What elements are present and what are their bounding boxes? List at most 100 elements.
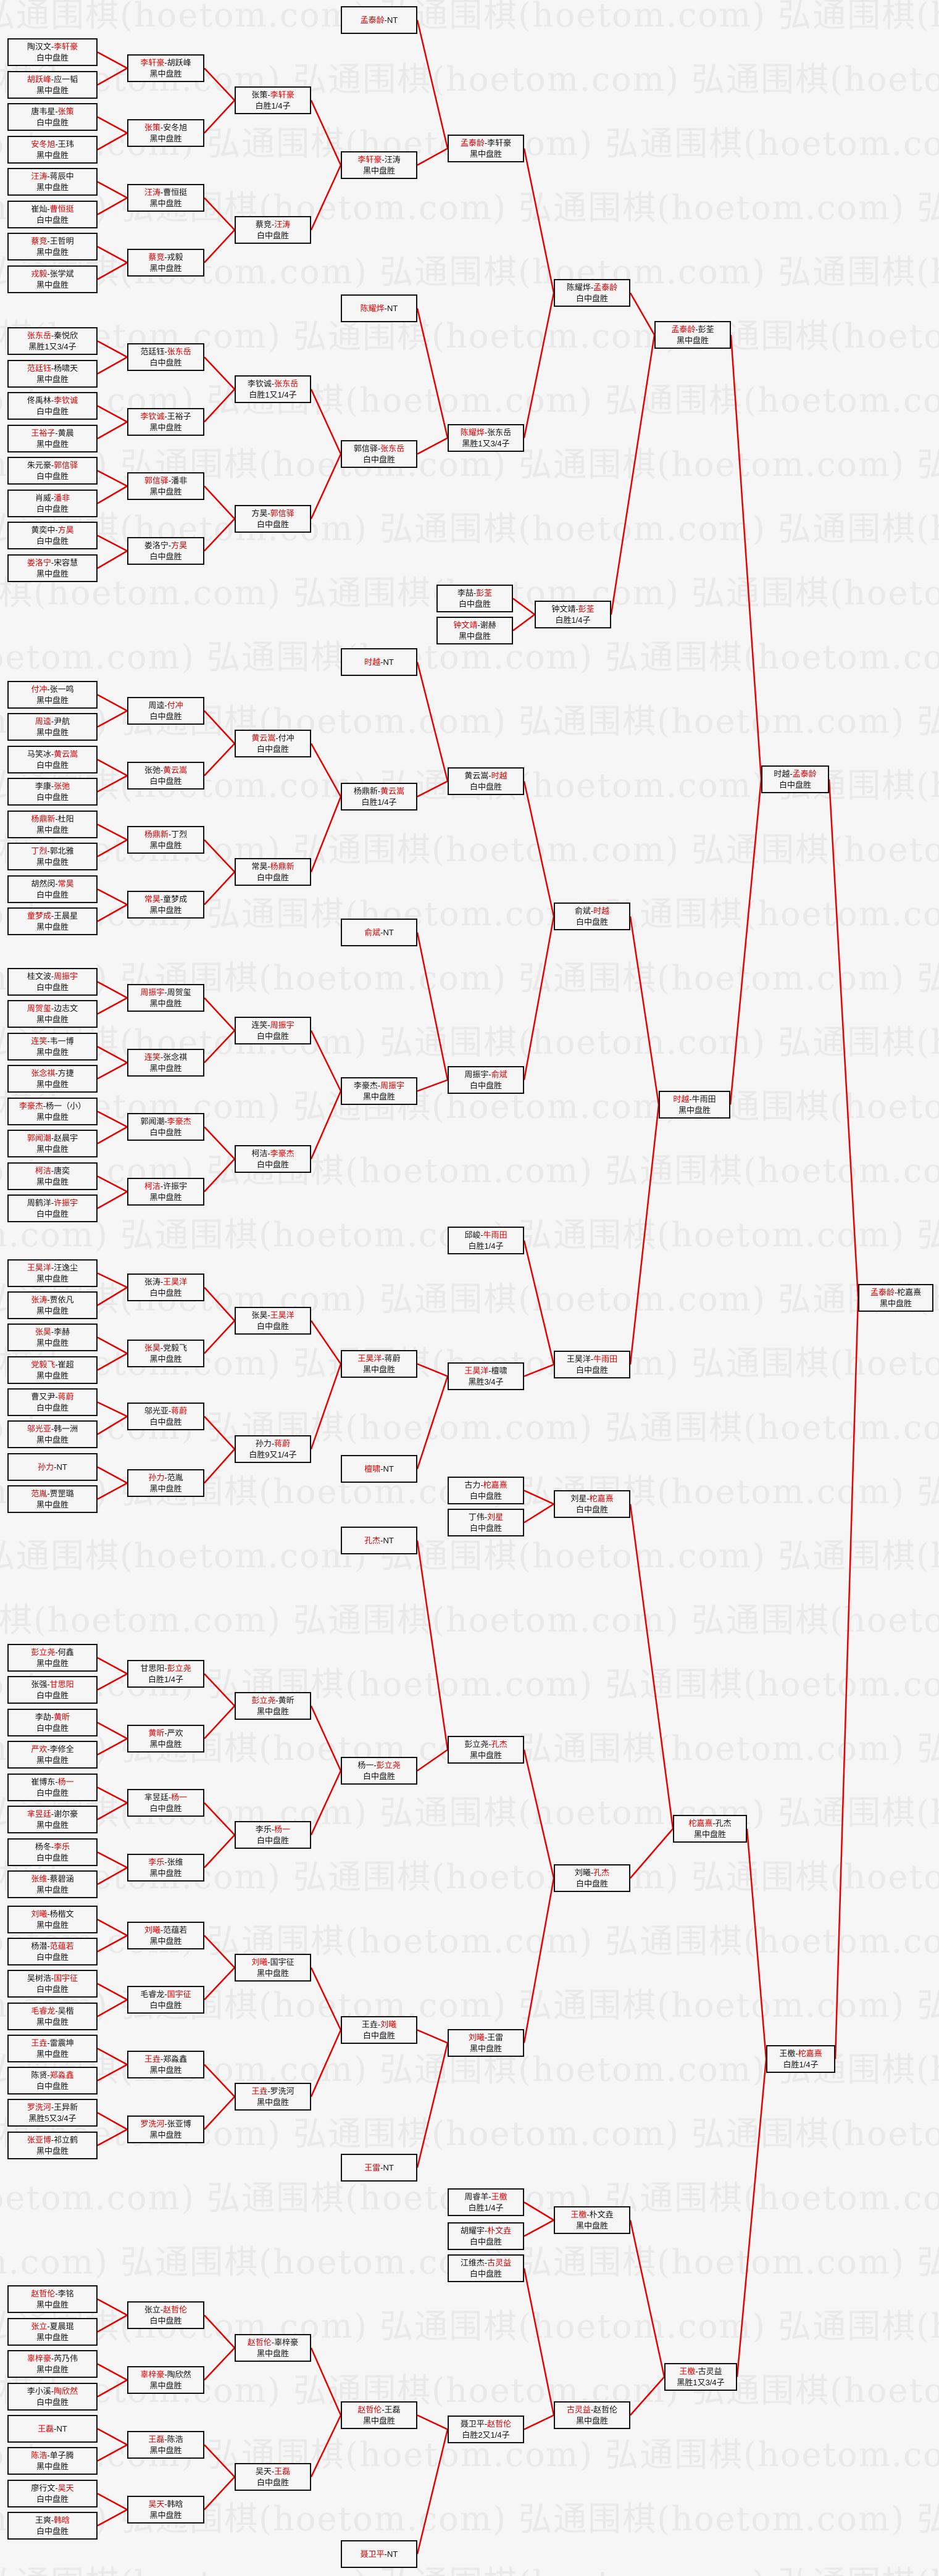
bracket-connector: [746, 1828, 767, 2059]
vs-dash: -: [47, 1941, 50, 1951]
match-result: 白中盘胜: [575, 1365, 608, 1375]
bracket-connector: [204, 1967, 235, 2001]
match-players: 柯洁-许振宇: [128, 1181, 203, 1192]
player-name: 王玮: [57, 139, 74, 149]
vs-dash: -: [168, 475, 172, 485]
match-players: 付冲-张一鸣: [9, 684, 96, 695]
match-players: 李轩豪-汪涛: [342, 154, 416, 165]
match-players: 佟禹林-李钦诚: [9, 395, 96, 406]
vs-dash: -: [47, 2450, 50, 2460]
player-name: 孟泰龄: [460, 138, 485, 148]
player-name: 佟禹林: [27, 395, 51, 405]
match-box: 张涛-王昊洋 白中盘胜: [127, 1273, 204, 1301]
bracket-connector: [97, 1046, 128, 1064]
bracket-connector: [417, 780, 448, 798]
vs-dash: -: [55, 2483, 58, 2493]
bracket-connector: [417, 1749, 448, 1772]
player-name: 张涛: [31, 1294, 48, 1304]
bracket-connector: [97, 1738, 128, 1756]
vs-dash: -: [160, 894, 164, 904]
match-box: 桂文波-周振宇 白中盘胜: [7, 968, 98, 996]
vs-dash: -: [51, 1327, 54, 1336]
player-name: 王磊: [148, 2434, 165, 2444]
player-name: 辜梓豪: [274, 2337, 299, 2347]
match-players: 柁嘉熹-孔杰: [674, 1818, 746, 1829]
player-name: 彭立尧: [167, 1663, 191, 1673]
match-players: 聂卫平-赵哲伦: [449, 2419, 523, 2430]
match-box: 刘曦-范蕴若 黑中盘胜: [127, 1922, 204, 1949]
bracket-connector: [97, 694, 128, 712]
player-name: 范廷钰: [27, 363, 51, 373]
bracket-connector: [97, 1919, 128, 1936]
match-result: 白中盘胜: [256, 1159, 289, 1169]
player-name: 郭信驿: [270, 508, 294, 518]
bracket-connector: [524, 2201, 554, 2221]
vs-dash: -: [480, 1480, 483, 1490]
match-result: 白胜1/4子: [555, 615, 591, 625]
match-result: 黑中盘胜: [36, 1820, 69, 1830]
player-name: 王昊洋: [270, 1310, 294, 1320]
bracket-connector: [97, 1111, 128, 1128]
vs-dash: -: [55, 1647, 58, 1657]
player-name: 邱峻: [464, 1230, 481, 1240]
match-box: 赵哲伦-王磊 黑中盘胜: [341, 2401, 417, 2429]
bracket-connector: [97, 1657, 128, 1675]
match-players: 丁烈-郭北雅: [9, 846, 96, 857]
player-name: 李修全: [49, 1744, 74, 1754]
player-name: 蔡竞: [31, 236, 48, 246]
player-name: 罗洗河: [27, 2102, 51, 2112]
match-players: 陶汉文-李轩豪: [9, 41, 96, 52]
player-name: 张涛: [144, 1277, 161, 1286]
bracket-connector: [523, 781, 555, 917]
vs-dash: -: [384, 15, 387, 25]
player-name: 孟泰龄: [792, 769, 817, 778]
match-result: 黑中盘胜: [36, 374, 69, 384]
player-name: 黄昕: [148, 1728, 165, 1738]
bracket-connector: [97, 1786, 128, 1804]
vs-dash: -: [380, 1464, 383, 1473]
match-players: 严欢-李修全: [9, 1744, 96, 1755]
match-box: 黄奕中-方昊 白中盘胜: [7, 522, 98, 549]
match-players: 周逵-尹航: [9, 716, 96, 727]
player-name: 李轩豪: [270, 90, 294, 99]
match-box: 娄洛宁-方昊 白中盘胜: [127, 537, 204, 565]
player-name: 王雷: [487, 2032, 504, 2042]
vs-dash: -: [51, 74, 54, 84]
vs-dash: -: [51, 2353, 54, 2363]
match-box: 郭闻潮-赵晨宇 黑中盘胜: [7, 1130, 98, 1157]
match-result: 黑中盘胜: [256, 2097, 289, 2107]
bracket-connector: [204, 2096, 235, 2130]
match-box: 丁烈-郭北雅 黑中盘胜: [7, 843, 98, 870]
match-result: 黑中盘胜: [36, 825, 69, 835]
vs-dash: -: [47, 1874, 50, 1883]
match-players: 陈浩-单子腾: [9, 2450, 96, 2461]
player-name: 张立: [31, 2321, 48, 2331]
match-players: 俞斌-NT: [342, 927, 416, 938]
player-name: 王昊洋: [357, 1353, 382, 1363]
player-name: 王哲明: [49, 236, 74, 246]
vs-dash: -: [47, 236, 50, 246]
match-players: 张策-安冬旭: [128, 122, 203, 133]
match-result: 白中盘胜: [36, 1853, 69, 1862]
player-name: 蒋蔚: [57, 1391, 74, 1401]
match-box: 王垚-雷震坤 黑中盘胜: [7, 2035, 98, 2062]
match-result: 黑中盘胜: [256, 1968, 289, 1978]
match-box: 陈耀烨-张东岳 黑胜1又3/4子: [448, 424, 524, 452]
player-name: 王檄: [491, 2191, 507, 2201]
player-name: 周贺玺: [27, 1003, 51, 1013]
player-name: 蒋蔚: [171, 1406, 188, 1415]
bracket-connector: [204, 67, 235, 101]
player-name: 杨啸天: [54, 363, 78, 373]
bracket-connector: [97, 116, 128, 134]
player-name: 张学斌: [49, 269, 74, 278]
vs-dash: -: [271, 219, 275, 229]
vs-dash: -: [164, 252, 167, 262]
match-result: 白中盘胜: [256, 230, 289, 240]
player-name: 李钦诚: [54, 395, 78, 405]
match-result: 黑中盘胜: [676, 335, 709, 345]
player-name: NT: [383, 1464, 394, 1473]
player-name: NT: [383, 2162, 394, 2172]
match-result: 白中盘胜: [36, 504, 69, 514]
match-box: 孟泰龄-柁嘉熹 黑中盘胜: [858, 1284, 933, 1312]
match-players: 彭立尧-孔杰: [449, 1739, 523, 1750]
